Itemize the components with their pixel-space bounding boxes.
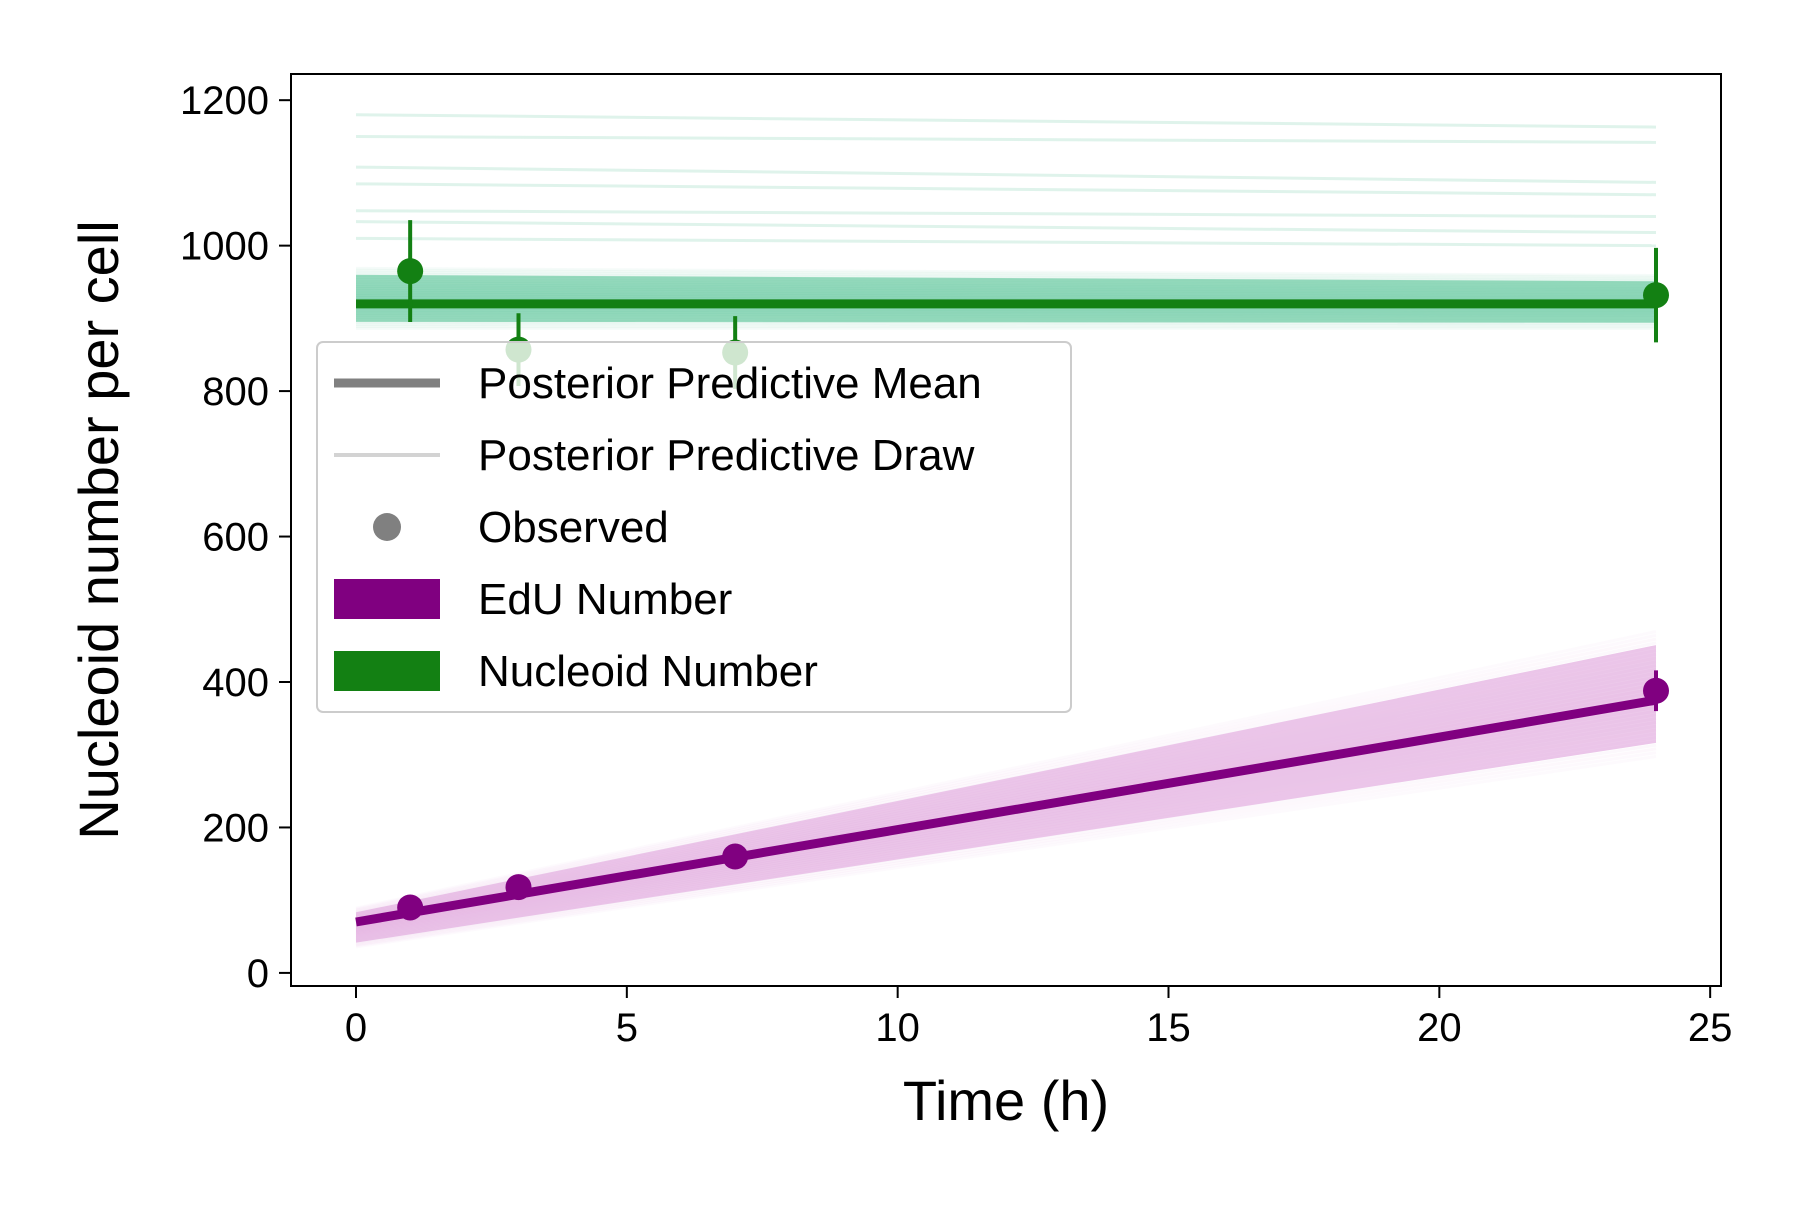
nucleoid-number-observed-point — [1643, 282, 1669, 308]
legend-posterior-predictive-draw-label: Posterior Predictive Draw — [478, 431, 975, 480]
legend-nucleoid-number-label: Nucleoid Number — [478, 647, 818, 696]
x-tick-label: 20 — [1417, 1006, 1462, 1050]
y-tick-label: 200 — [202, 806, 269, 850]
legend-observed-handle — [373, 513, 401, 541]
nucleoid-number-outlier-draw-line — [356, 238, 1656, 245]
x-axis-label: Time (h) — [903, 1069, 1109, 1132]
y-tick-label: 600 — [202, 516, 269, 560]
y-tick-label: 1000 — [180, 225, 269, 269]
nucleoid-number-band-core — [356, 275, 1656, 323]
edu-number-observed-point — [1643, 678, 1669, 704]
x-tick-label: 0 — [345, 1006, 367, 1050]
legend-edu-number-label: EdU Number — [478, 575, 732, 624]
x-tick-label: 15 — [1146, 1006, 1191, 1050]
x-tick-label: 25 — [1688, 1006, 1733, 1050]
nucleoid-number-outlier-draw-line — [356, 137, 1656, 143]
y-tick-label: 400 — [202, 661, 269, 705]
nucleoid-number-outlier-draw-line — [356, 211, 1656, 217]
x-tick-label: 5 — [616, 1006, 638, 1050]
legend-edu-number-handle — [334, 579, 440, 619]
legend-observed-label: Observed — [478, 503, 669, 552]
legend: Posterior Predictive Mean Posterior Predi… — [317, 342, 1071, 712]
x-tick-label: 10 — [875, 1006, 920, 1050]
nucleoid-number-outlier-draw-line — [356, 222, 1656, 233]
edu-number-mean-line — [356, 700, 1656, 922]
nucleoid-number-outlier-draw-line — [356, 167, 1656, 182]
edu-number-observed-point — [397, 894, 423, 920]
legend-posterior-predictive-mean-label: Posterior Predictive Mean — [478, 359, 982, 408]
legend-nucleoid-number-handle — [334, 651, 440, 691]
y-tick-label: 1200 — [180, 79, 269, 123]
nucleoid-number-outlier-draw-line — [356, 184, 1656, 195]
draws-layer — [356, 115, 1656, 246]
y-axis-label: Nucleoid number per cell — [67, 220, 130, 839]
nucleoid-number-outlier-draw-line — [356, 115, 1656, 127]
nucleoid-number-observed-point — [397, 258, 423, 284]
edu-number-observed-point — [506, 874, 532, 900]
edu-number-observed-point — [722, 844, 748, 870]
y-tick-label: 800 — [202, 370, 269, 414]
y-tick-label: 0 — [247, 952, 269, 996]
